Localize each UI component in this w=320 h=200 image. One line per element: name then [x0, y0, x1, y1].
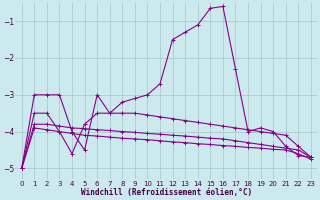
X-axis label: Windchill (Refroidissement éolien,°C): Windchill (Refroidissement éolien,°C)	[81, 188, 252, 197]
